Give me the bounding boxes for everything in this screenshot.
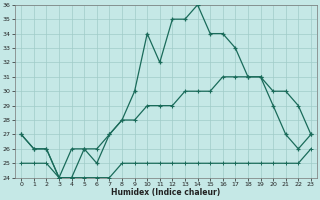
X-axis label: Humidex (Indice chaleur): Humidex (Indice chaleur) [111,188,221,197]
